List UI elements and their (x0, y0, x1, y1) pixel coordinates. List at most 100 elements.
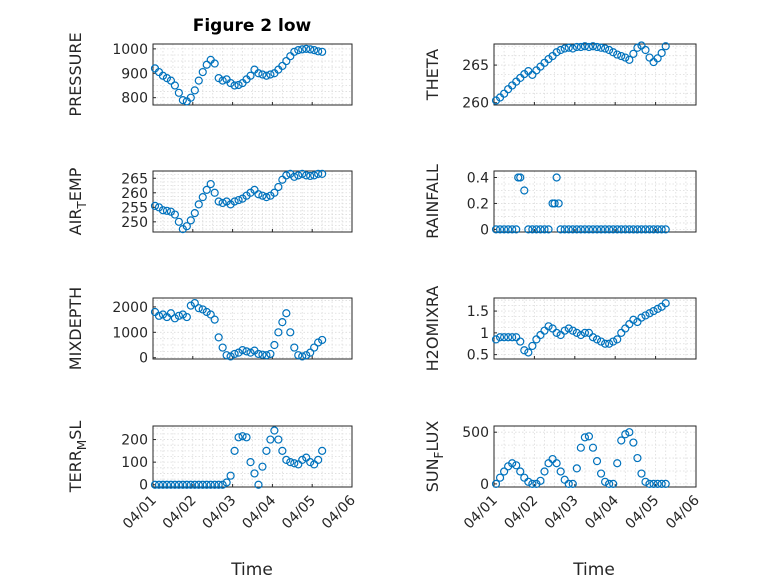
data-point (588, 443, 598, 452)
data-point (174, 217, 183, 226)
data-point (633, 317, 642, 327)
data-point (214, 480, 223, 489)
plot-frame (152, 297, 353, 360)
data-point (540, 326, 549, 335)
data-point (592, 225, 602, 234)
y-tick-label: 2000 (112, 300, 148, 316)
data-point (568, 326, 577, 335)
data-point (246, 348, 255, 357)
data-point (190, 480, 199, 489)
data-point (605, 225, 614, 234)
data-point (290, 172, 299, 181)
data-point (262, 351, 271, 360)
plot-area (493, 425, 697, 488)
data-point (600, 477, 610, 486)
data-point (588, 333, 598, 342)
data-point (495, 473, 505, 482)
data-point (540, 225, 549, 234)
data-point (206, 310, 215, 319)
data-point (657, 479, 666, 488)
data-point (637, 469, 646, 478)
data-point (572, 225, 581, 234)
data-point (661, 42, 670, 51)
y-axis-label-subscript: F (432, 451, 446, 458)
data-point (613, 459, 622, 468)
data-point (637, 313, 646, 322)
data-point (154, 311, 164, 320)
plot-frame (152, 170, 353, 233)
data-point (560, 326, 569, 335)
data-point (540, 467, 549, 476)
data-point (254, 480, 263, 489)
data-point (617, 225, 626, 234)
data-point (294, 45, 303, 55)
data-point (258, 191, 267, 200)
data-point (190, 86, 199, 95)
data-point (516, 173, 525, 182)
data-point (568, 479, 577, 488)
data-point (536, 330, 545, 340)
data-point (282, 309, 291, 318)
y-axis-label: MIXDEPTH (66, 287, 85, 370)
data-point (214, 74, 223, 83)
data-point (158, 71, 168, 80)
data-point (298, 45, 307, 54)
data-point (302, 44, 311, 53)
data-point (532, 225, 541, 234)
data-point (294, 460, 303, 469)
data-point (166, 480, 176, 489)
data-point (580, 42, 590, 51)
data-point (198, 193, 207, 202)
data-point (302, 171, 311, 180)
data-point (178, 96, 187, 105)
data-point (609, 48, 618, 57)
figure-title: Figure 2 low (193, 16, 312, 36)
data-point (270, 188, 279, 197)
data-point (306, 348, 315, 357)
data-point (641, 311, 650, 320)
data-point (625, 225, 634, 234)
data-point (318, 446, 327, 455)
data-point (254, 69, 263, 78)
data-point (629, 49, 638, 58)
data-point (528, 341, 537, 351)
data-point (512, 333, 521, 342)
y-tick-label: 1000 (112, 325, 148, 341)
data-point (182, 312, 191, 322)
data-point (310, 171, 319, 180)
data-point (254, 349, 263, 359)
y-tick-label: 265 (121, 171, 148, 187)
data-point (653, 479, 662, 488)
y-tick-label: 260 (462, 96, 489, 112)
data-point (306, 45, 315, 54)
data-point (564, 479, 573, 488)
data-point (174, 88, 183, 97)
data-point (609, 337, 618, 346)
data-point (556, 225, 565, 234)
y-axis-label: RAINFALL (423, 164, 442, 239)
data-point (202, 60, 211, 69)
data-point (584, 328, 594, 337)
data-point (314, 169, 323, 179)
data-point (657, 225, 666, 234)
y-axis-label-subscript: M (75, 440, 89, 450)
data-point (516, 337, 525, 346)
data-point (262, 446, 271, 455)
data-point (306, 458, 315, 467)
plot-frame (493, 297, 697, 360)
data-point (318, 335, 327, 345)
data-point (625, 320, 634, 329)
data-point (238, 346, 247, 355)
data-point (556, 330, 565, 340)
data-point (178, 480, 187, 489)
data-point (306, 171, 315, 181)
data-point (605, 339, 614, 348)
data-point (649, 306, 658, 316)
data-point (524, 477, 533, 486)
x-tick-label: 04/06 (319, 492, 359, 532)
y-tick-label: 0.2 (467, 196, 489, 212)
data-point (162, 206, 172, 215)
y-tick-label: 0 (139, 351, 148, 367)
data-point (633, 453, 642, 463)
data-point (621, 53, 630, 62)
